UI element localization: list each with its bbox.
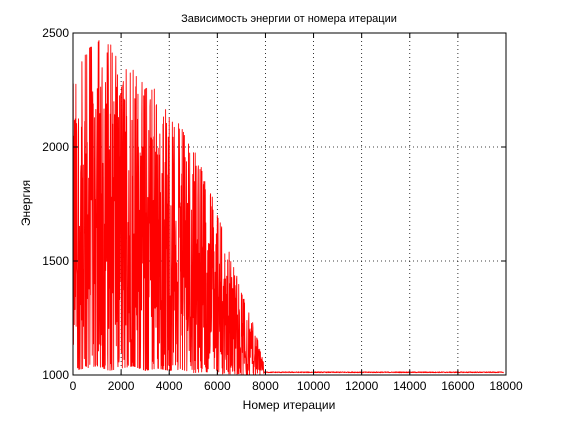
- x-tick-label: 10000: [297, 379, 331, 393]
- y-tick-label: 2500: [42, 26, 69, 40]
- y-tick-label: 1500: [42, 254, 69, 268]
- x-tick-label: 18000: [489, 379, 523, 393]
- x-axis-label: Номер итерации: [243, 398, 336, 412]
- y-tick-label: 1000: [42, 368, 69, 382]
- x-tick-label: 8000: [252, 379, 279, 393]
- ticks: [72, 32, 507, 376]
- x-tick-label: 14000: [393, 379, 427, 393]
- x-tick-label: 12000: [345, 379, 379, 393]
- y-tick-label: 2000: [42, 140, 69, 154]
- y-axis-label: Энергия: [19, 180, 33, 226]
- x-tick-label: 6000: [204, 379, 231, 393]
- series-layer: [72, 40, 504, 375]
- plot-frame: [72, 32, 507, 376]
- x-tick-label: 4000: [156, 379, 183, 393]
- series-line: [72, 40, 504, 375]
- x-tick-label: 2000: [108, 379, 135, 393]
- x-tick-label: 16000: [441, 379, 475, 393]
- x-tick-label: 0: [70, 379, 77, 393]
- tick-labels: 0 2000 4000 6000 8000 10000 12000 14000 16000 180…: [42, 26, 523, 393]
- chart-title: Зависимость энергии от номера итерации: [181, 13, 397, 25]
